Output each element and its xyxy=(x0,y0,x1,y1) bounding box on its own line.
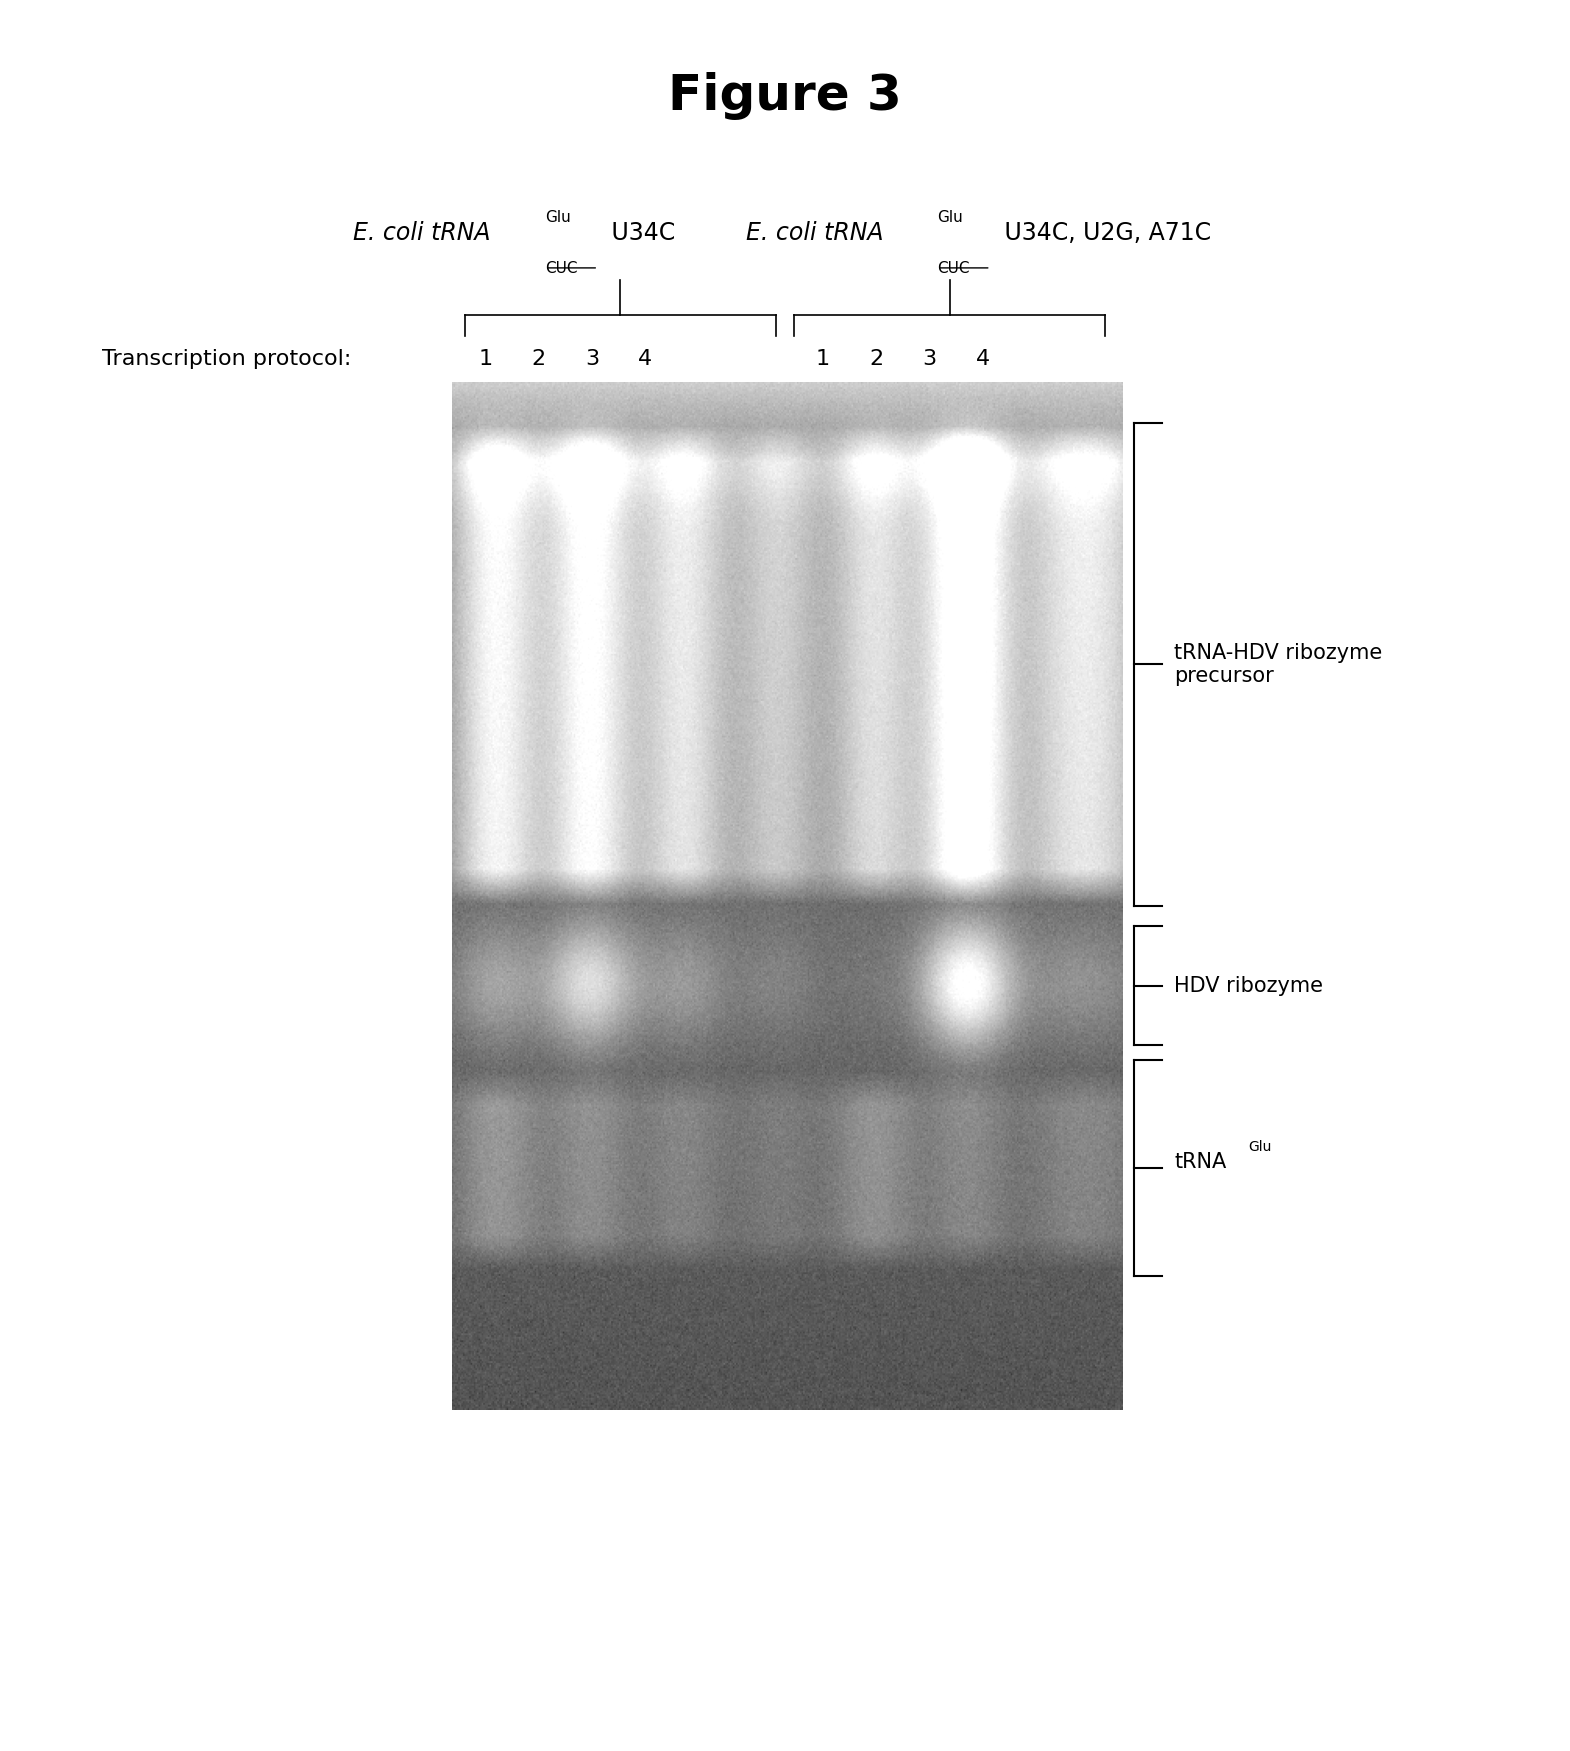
Text: 4: 4 xyxy=(977,348,989,369)
Text: E. coli tRNA: E. coli tRNA xyxy=(746,221,884,245)
Text: 1: 1 xyxy=(479,348,491,369)
Text: CUC: CUC xyxy=(937,261,970,277)
Text: tRNA-HDV ribozyme
precursor: tRNA-HDV ribozyme precursor xyxy=(1174,643,1383,686)
Text: E. coli tRNA: E. coli tRNA xyxy=(353,221,491,245)
Text: U34C: U34C xyxy=(604,221,675,245)
Text: CUC: CUC xyxy=(545,261,578,277)
Text: Figure 3: Figure 3 xyxy=(669,72,901,121)
Text: Glu: Glu xyxy=(545,210,570,226)
Text: 2: 2 xyxy=(532,348,545,369)
Text: U34C, U2G, A71C: U34C, U2G, A71C xyxy=(997,221,1210,245)
Text: Transcription protocol:: Transcription protocol: xyxy=(102,348,352,369)
Text: 2: 2 xyxy=(870,348,882,369)
Text: 4: 4 xyxy=(639,348,652,369)
Text: 1: 1 xyxy=(816,348,829,369)
Text: tRNA: tRNA xyxy=(1174,1152,1226,1171)
Text: 3: 3 xyxy=(923,348,936,369)
Text: HDV ribozyme: HDV ribozyme xyxy=(1174,975,1324,996)
Text: 3: 3 xyxy=(586,348,598,369)
Text: Glu: Glu xyxy=(937,210,962,226)
Text: Glu: Glu xyxy=(1248,1140,1272,1154)
